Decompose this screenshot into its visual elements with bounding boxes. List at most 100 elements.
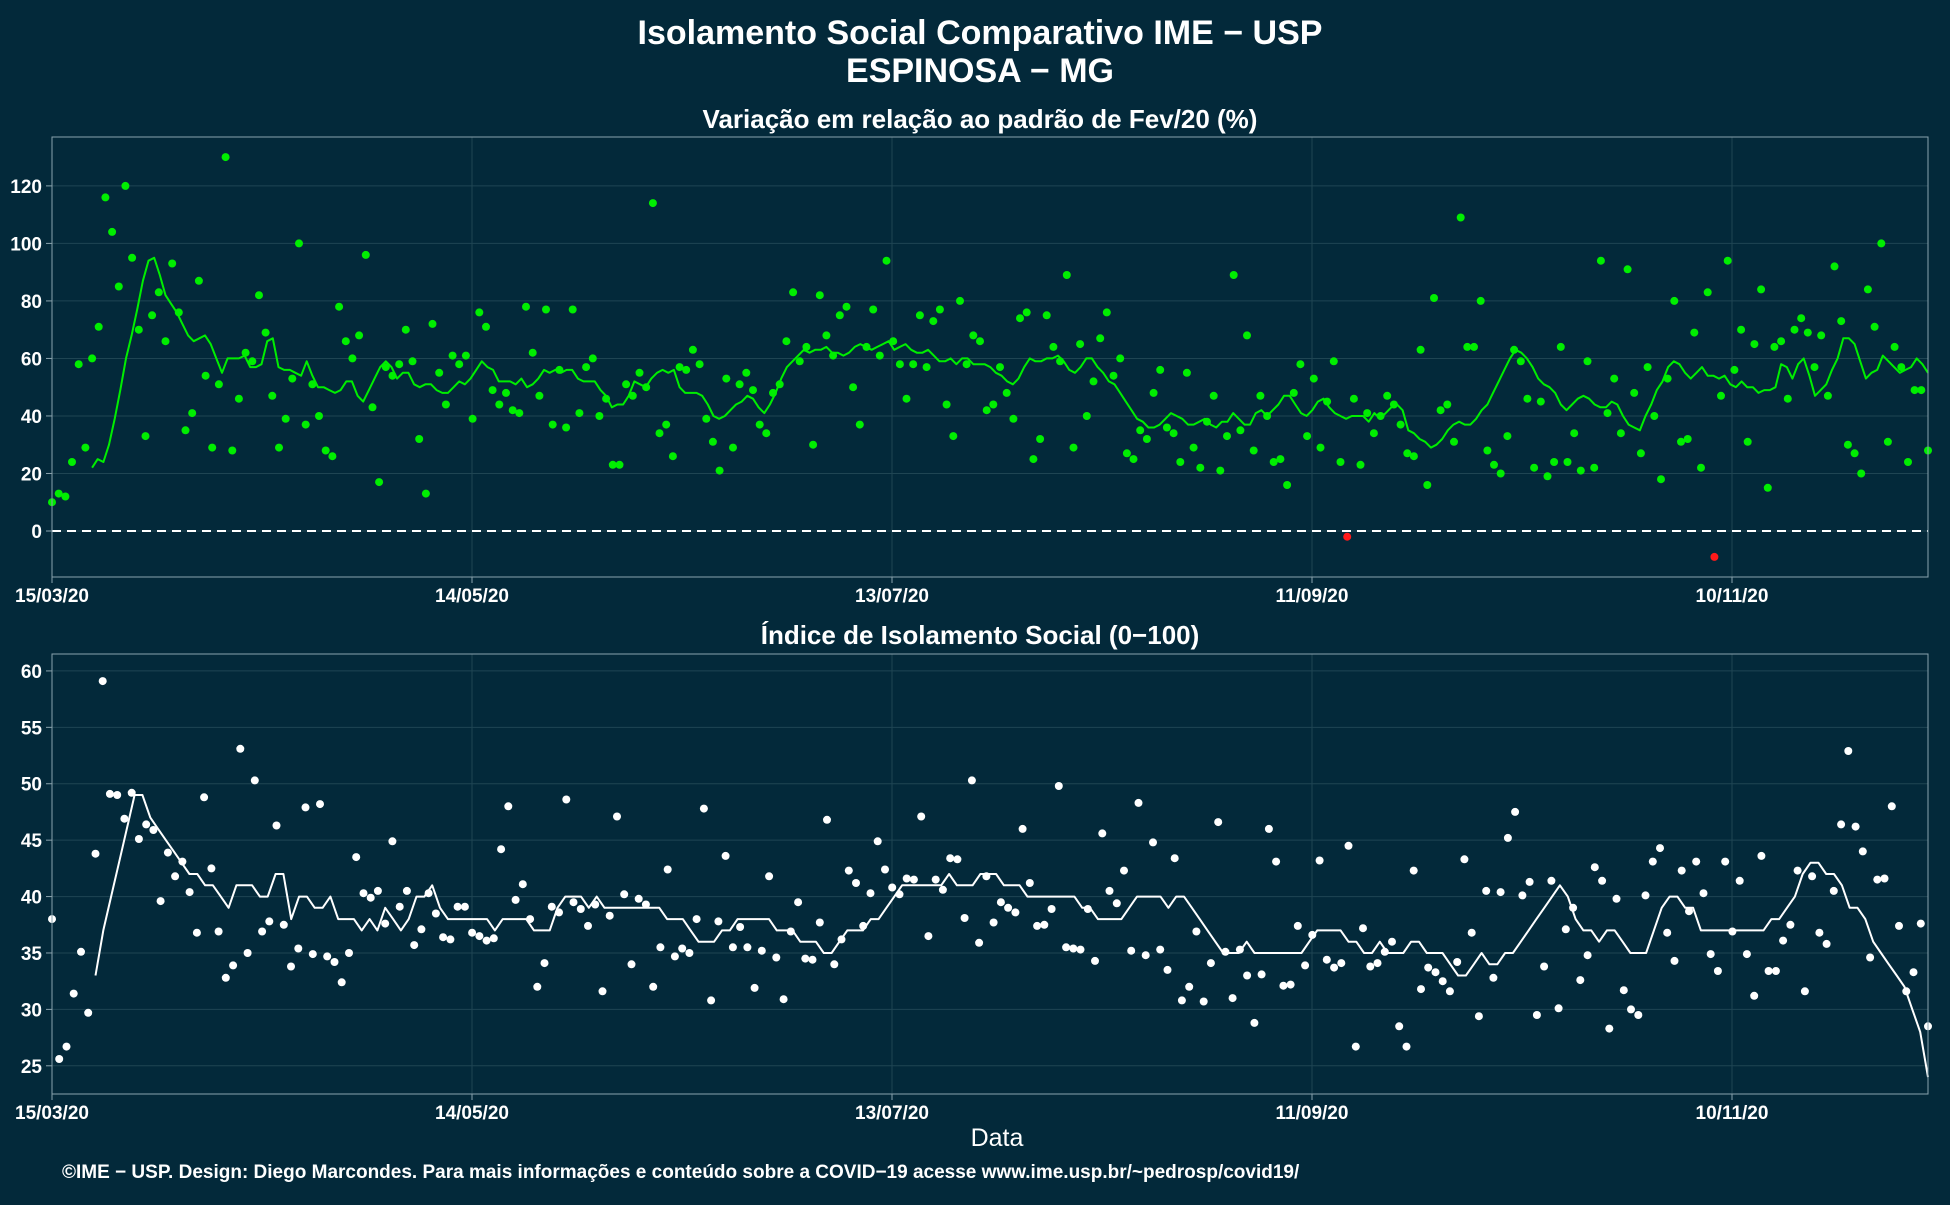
variation-point [1169, 429, 1178, 438]
variation-point [528, 348, 537, 357]
index-point [1735, 876, 1744, 885]
index-point [1206, 959, 1215, 968]
index-point [1149, 838, 1157, 847]
index-point [924, 932, 933, 941]
index-point [1728, 927, 1737, 936]
variation-point [1296, 360, 1305, 369]
index-point [1713, 967, 1722, 975]
index-point [381, 919, 390, 928]
variation-point [1610, 374, 1619, 383]
variation-point [1450, 437, 1458, 446]
variation-point [976, 337, 984, 346]
index-point [1163, 965, 1172, 974]
variation-point [1636, 449, 1645, 458]
index-point [641, 900, 650, 909]
variation-point [295, 239, 303, 248]
bottom-panel-frame [51, 653, 1929, 1095]
variation-point [168, 259, 177, 268]
variation-point [308, 380, 317, 389]
index-point [1214, 818, 1223, 827]
chart-title: Isolamento Social Comparativo IME − USP [638, 14, 1323, 52]
top-panel-points-layer [48, 153, 1932, 561]
index-point [497, 845, 506, 854]
index-point [1822, 939, 1831, 948]
variation-point [762, 429, 771, 438]
index-point [1040, 920, 1049, 929]
index-point [562, 795, 571, 804]
index-point [779, 995, 788, 1004]
variation-point [1837, 317, 1846, 326]
index-point [1025, 879, 1034, 887]
index-point [909, 875, 918, 884]
index-point [634, 894, 643, 903]
index-point [1192, 927, 1201, 936]
variation-point [1443, 400, 1452, 409]
index-point [547, 902, 556, 911]
variation-point [862, 342, 871, 351]
variation-point [54, 489, 63, 498]
index-point [1337, 959, 1346, 968]
y-tick-label: 80 [21, 292, 42, 313]
index-point [301, 803, 310, 812]
index-point [1793, 866, 1802, 875]
index-point [1011, 908, 1020, 917]
index-point [120, 814, 129, 823]
variation-point [902, 394, 911, 403]
variation-point [461, 351, 470, 360]
variation-point [882, 256, 891, 265]
index-point [1018, 824, 1027, 833]
x-tick-label: 13/07/20 [855, 1103, 929, 1124]
index-point [1482, 886, 1491, 895]
index-point [1627, 1005, 1635, 1014]
variation-point [1730, 365, 1739, 374]
variation-point [1329, 357, 1338, 366]
index-point [786, 927, 795, 936]
x-tick-label: 11/09/20 [1276, 586, 1349, 607]
variation-point [542, 305, 550, 314]
index-point [1677, 866, 1686, 875]
variation-point [1797, 314, 1806, 323]
y-tick-label: 60 [21, 349, 42, 370]
variation-point [1056, 357, 1065, 366]
y-tick-label: 20 [21, 464, 42, 485]
variation-point [869, 305, 878, 314]
variation-point [368, 403, 377, 412]
variation-point [956, 296, 964, 305]
figure-caption: ©IME − USP. Design: Diego Marcondes. Par… [62, 1162, 1300, 1183]
variation-point [942, 400, 951, 409]
variation-point [1883, 437, 1892, 446]
index-point [200, 793, 209, 802]
variation-point [428, 319, 437, 328]
index-point [714, 917, 723, 926]
index-point [953, 855, 962, 864]
index-point [1721, 857, 1730, 866]
index-point [1105, 886, 1114, 895]
index-point [859, 921, 868, 930]
variation-point [648, 199, 657, 208]
variation-point [1563, 458, 1572, 466]
index-point [1844, 747, 1853, 755]
index-point [330, 958, 339, 966]
index-point [359, 889, 368, 898]
variation-point [1857, 469, 1866, 478]
variation-point [1670, 296, 1679, 305]
variation-point [502, 388, 510, 397]
index-point [1388, 937, 1396, 946]
index-point [243, 949, 252, 957]
index-point [185, 888, 194, 897]
variation-point [1102, 308, 1111, 317]
variation-point [1870, 322, 1879, 331]
variation-point [1109, 371, 1118, 380]
index-point [1250, 1018, 1259, 1027]
variation-point [154, 288, 163, 297]
index-point [743, 943, 752, 952]
y-tick-label: 35 [21, 944, 43, 965]
index-point [1619, 986, 1628, 995]
index-point [1199, 997, 1208, 1006]
variation-point [1223, 432, 1231, 441]
index-point [1279, 981, 1288, 990]
y-tick-label: 45 [21, 831, 43, 852]
variation-point [508, 406, 517, 415]
index-point [1083, 905, 1092, 913]
variation-point [448, 351, 457, 360]
